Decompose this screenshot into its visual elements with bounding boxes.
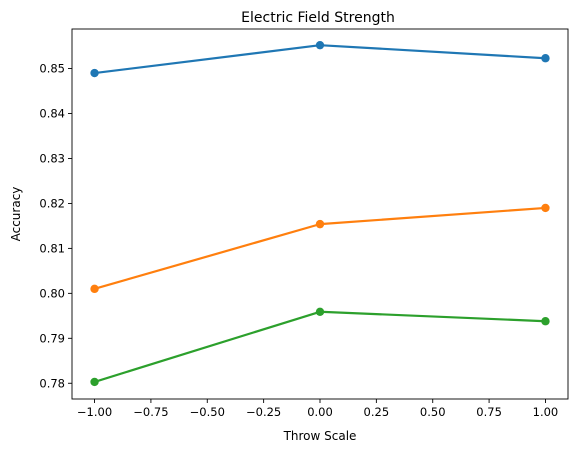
data-point	[315, 219, 325, 229]
data-point	[90, 68, 99, 78]
series-1	[90, 40, 550, 78]
y-axis-label: Accuracy	[9, 187, 23, 242]
x-tick-label: 0.50	[420, 405, 446, 419]
y-tick-label: 0.80	[39, 286, 65, 300]
data-point	[315, 40, 325, 50]
x-tick-label: 0.00	[307, 405, 333, 419]
y-tick-label: 0.85	[39, 62, 65, 76]
data-point	[541, 54, 550, 63]
data-point	[541, 203, 550, 213]
x-axis-label: Throw Scale	[283, 429, 357, 443]
x-tick-label: −0.25	[246, 405, 281, 419]
series-line	[94, 310, 546, 383]
y-axis: 0.78 0.79 0.80 0.81 0.82 0.83 0.84 0.85	[39, 62, 72, 390]
x-tick-label: −1.00	[77, 405, 112, 419]
x-tick-label: 1.00	[533, 405, 559, 419]
x-tick-label: −0.50	[190, 405, 225, 419]
chart-title: Electric Field Strength	[241, 10, 395, 26]
x-tick-label: 0.75	[476, 405, 502, 419]
series-layer	[90, 40, 550, 387]
y-tick-label: 0.83	[39, 151, 65, 165]
y-tick-label: 0.79	[39, 331, 65, 345]
series-3	[90, 307, 550, 387]
data-point	[315, 307, 325, 316]
y-tick-label: 0.82	[39, 196, 65, 210]
x-axis: −1.00 −0.75 −0.50 −0.25 0.00 0.25 0.50 0.75 1.00	[77, 399, 558, 419]
x-tick-label: −0.75	[133, 405, 168, 419]
data-point	[90, 377, 99, 387]
data-point	[90, 284, 99, 294]
y-tick-label: 0.84	[39, 107, 65, 121]
x-tick-label: 0.25	[364, 405, 390, 419]
y-tick-label: 0.78	[39, 376, 65, 390]
y-tick-label: 0.81	[39, 241, 65, 255]
plot-frame	[71, 28, 569, 400]
data-point	[541, 317, 550, 326]
series-2	[90, 203, 550, 294]
